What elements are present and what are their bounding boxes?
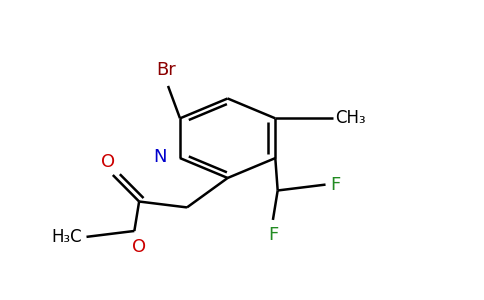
Text: CH₃: CH₃ [335,109,366,127]
Text: N: N [153,148,166,166]
Text: F: F [268,226,278,244]
Text: F: F [330,176,341,194]
Text: H₃C: H₃C [51,228,82,246]
Text: Br: Br [156,61,176,79]
Text: O: O [132,238,146,256]
Text: O: O [101,153,115,171]
